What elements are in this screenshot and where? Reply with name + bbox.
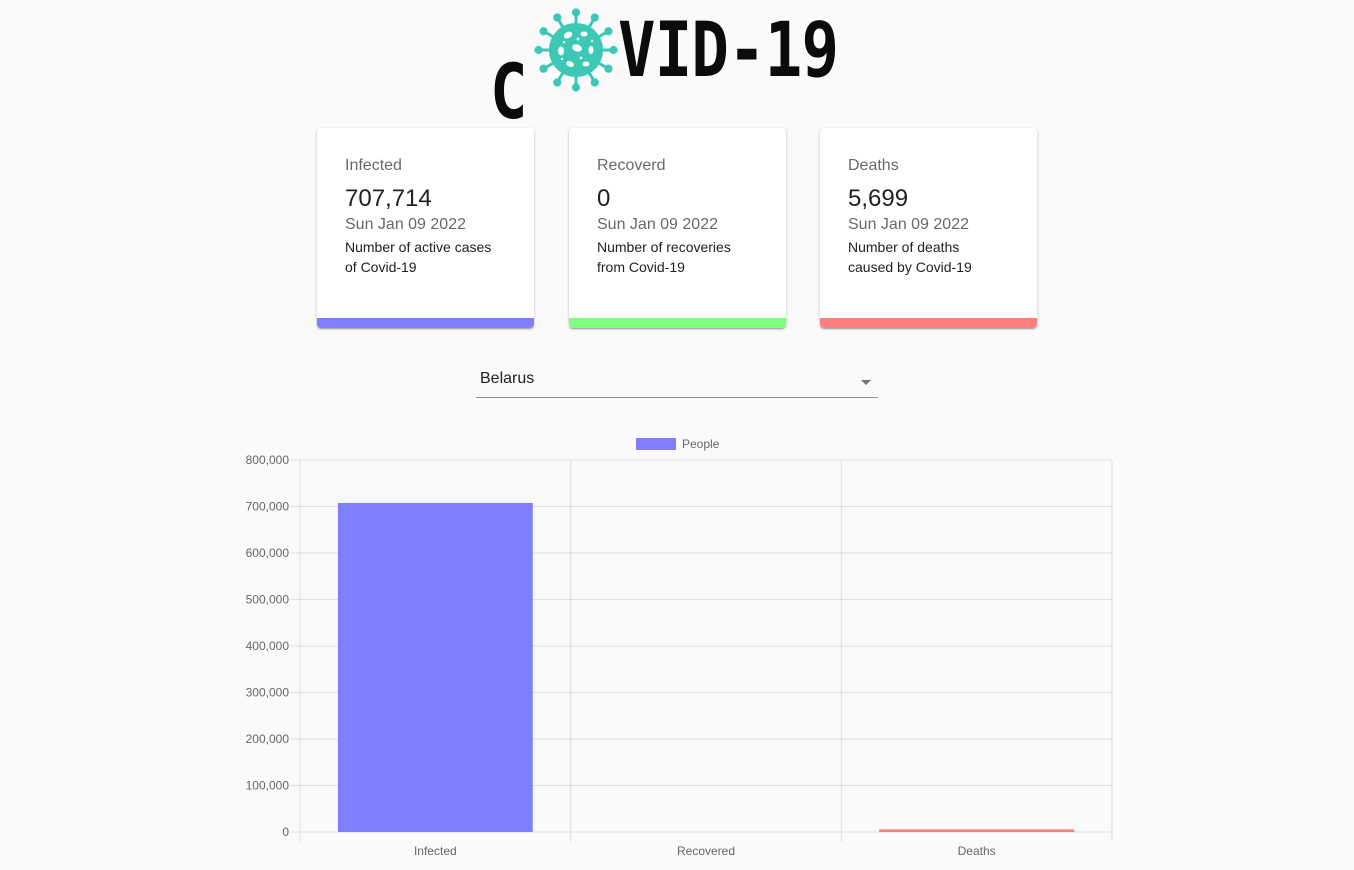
card-date: Sun Jan 09 2022 [597,216,718,233]
card-date: Sun Jan 09 2022 [848,216,969,233]
y-tick-label: 100,000 [246,779,290,793]
caret-down-icon[interactable] [861,380,871,385]
bar-infected [337,502,533,832]
y-tick-label: 0 [282,825,289,839]
y-tick-label: 500,000 [246,593,290,607]
card-color-bar [820,318,1037,328]
logo-text: VID-19 [618,5,839,94]
card-description: Number of active cases of Covid-19 [345,239,492,275]
card-title: Infected [345,157,402,174]
card-value: 707,714 [345,185,432,212]
card-description: Number of recoveries from Covid-19 [597,239,731,275]
card-title: Recoverd [597,157,666,174]
card-value: 5,699 [848,185,909,212]
y-tick-label: 300,000 [246,686,290,700]
card-title: Deaths [848,157,899,174]
y-tick-label: 400,000 [246,639,290,653]
legend-label: People [682,437,720,451]
card-description: Number of deaths caused by Covid-19 [848,239,972,275]
card-color-bar [569,318,786,328]
y-tick-label: 800,000 [246,453,290,467]
card-date: Sun Jan 09 2022 [345,216,466,233]
country-select[interactable]: Belarus [476,364,878,398]
covid-logo: C VID-19 [490,5,864,134]
x-tick-label: Recovered [677,844,735,858]
x-tick-label: Infected [414,844,457,858]
y-tick-label: 200,000 [246,732,290,746]
virus-icon [534,8,618,92]
bar-chart: 0 100,000 200,000 300,000 400,000 500,000 600,… [246,437,1113,858]
card-deaths: Deaths 5,699 Sun Jan 09 2022 Number of d… [820,128,1037,328]
card-color-bar [317,318,534,328]
country-select-value: Belarus [480,370,535,387]
card-value: 0 [597,185,611,212]
bar-deaths-min [879,830,1075,832]
card-infected: Infected 707,714 Sun Jan 09 2022 Number … [317,128,534,328]
legend-swatch [636,438,676,450]
y-tick-label: 700,000 [246,500,290,514]
y-tick-label: 600,000 [246,546,290,560]
logo-letter-c: C [490,47,528,136]
x-tick-label: Deaths [958,844,996,858]
card-recovered: Recoverd 0 Sun Jan 09 2022 Number of rec… [569,128,786,328]
